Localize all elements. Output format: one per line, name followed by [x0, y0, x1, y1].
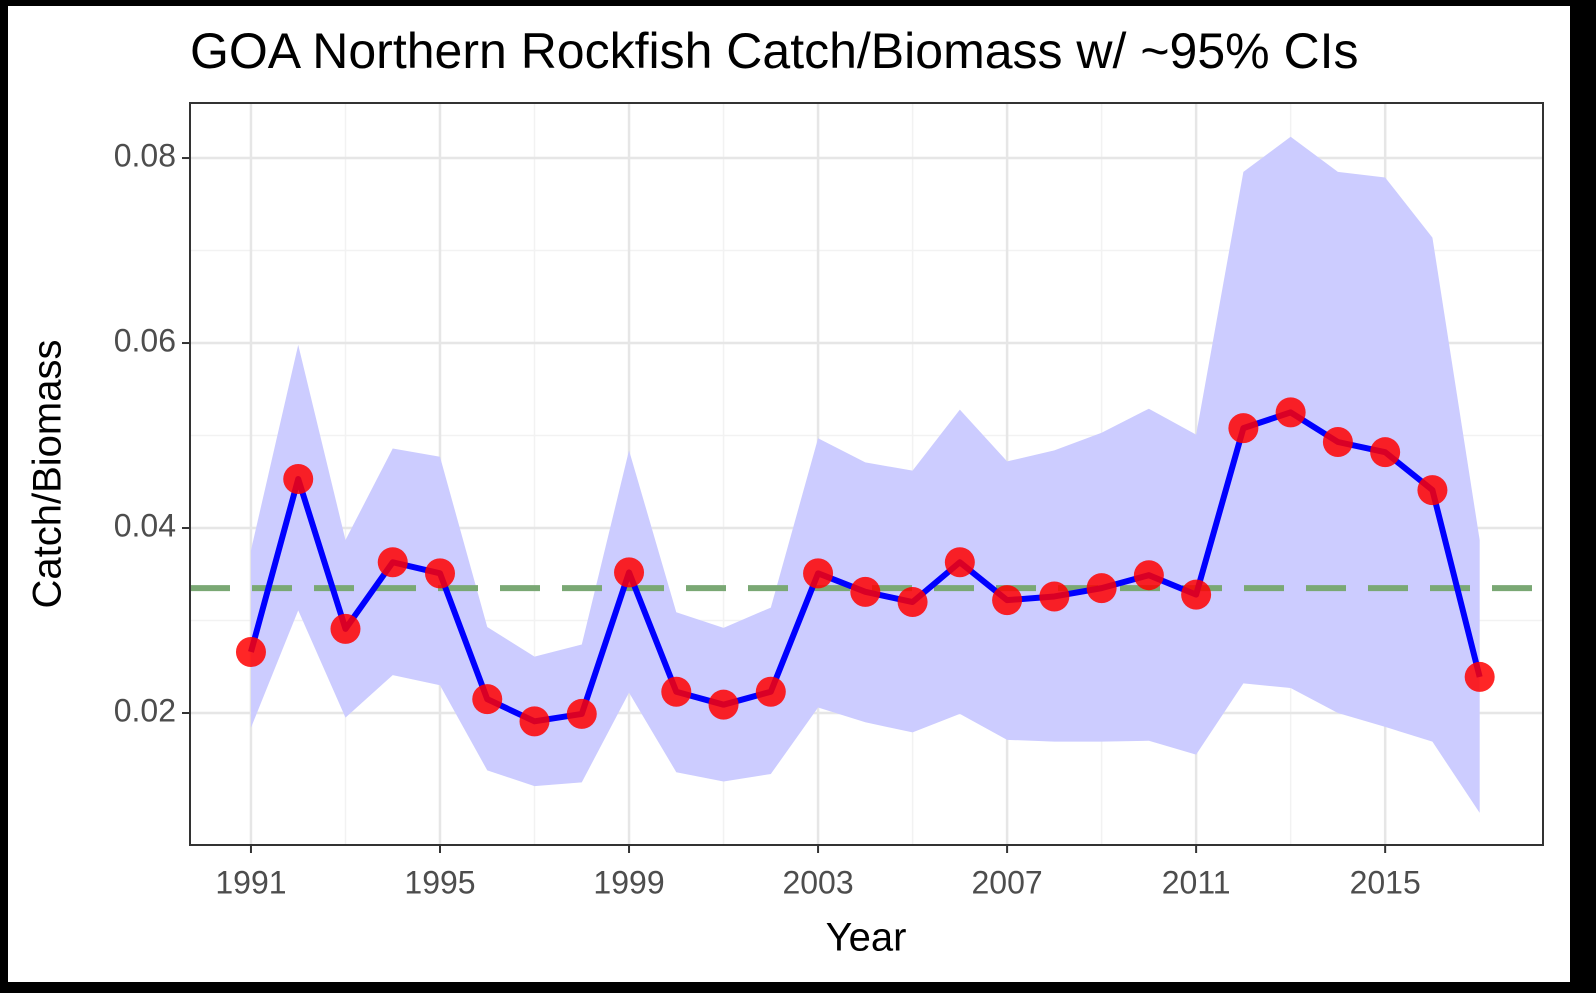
x-tick-label: 2003	[782, 864, 853, 900]
data-point	[235, 636, 266, 667]
data-point	[1181, 579, 1212, 610]
data-point	[850, 576, 881, 607]
chart-title: GOA Northern Rockfish Catch/Biomass w/ ~…	[190, 23, 1358, 79]
x-tick-label: 2011	[1162, 864, 1231, 900]
y-tick-label: 0.02	[114, 692, 176, 728]
data-point	[708, 689, 739, 720]
data-point	[992, 585, 1023, 616]
x-tick-label: 2007	[971, 864, 1042, 900]
data-point	[1039, 581, 1070, 612]
data-point	[661, 676, 692, 707]
x-axis-label: Year	[826, 916, 907, 960]
data-point	[472, 684, 503, 715]
confidence-ribbon	[250, 136, 1480, 813]
data-point	[803, 558, 834, 589]
data-point	[1370, 437, 1401, 468]
y-tick-label: 0.08	[114, 137, 176, 173]
x-tick-label: 1995	[404, 864, 475, 900]
data-point	[1228, 413, 1259, 444]
data-point	[1322, 426, 1353, 457]
data-point	[283, 463, 314, 494]
data-point	[1464, 661, 1495, 692]
x-tick-label: 1991	[215, 864, 286, 900]
data-point	[944, 547, 975, 578]
data-point	[377, 547, 408, 578]
data-point	[424, 558, 455, 589]
data-point	[1417, 475, 1448, 506]
data-point	[897, 587, 928, 618]
y-axis-label: Catch/Biomass	[26, 340, 70, 609]
data-point	[519, 706, 550, 737]
data-point	[566, 698, 597, 729]
data-point	[1086, 573, 1117, 604]
y-tick-label: 0.04	[114, 507, 176, 543]
data-point	[614, 557, 645, 588]
data-point	[755, 676, 786, 707]
data-point	[1275, 397, 1306, 428]
plot-border	[189, 102, 1544, 846]
data-point	[1133, 560, 1164, 591]
x-tick-label: 1999	[593, 864, 664, 900]
data-point	[330, 613, 361, 644]
y-tick-label: 0.06	[114, 322, 176, 358]
x-tick-label: 2015	[1350, 864, 1421, 900]
